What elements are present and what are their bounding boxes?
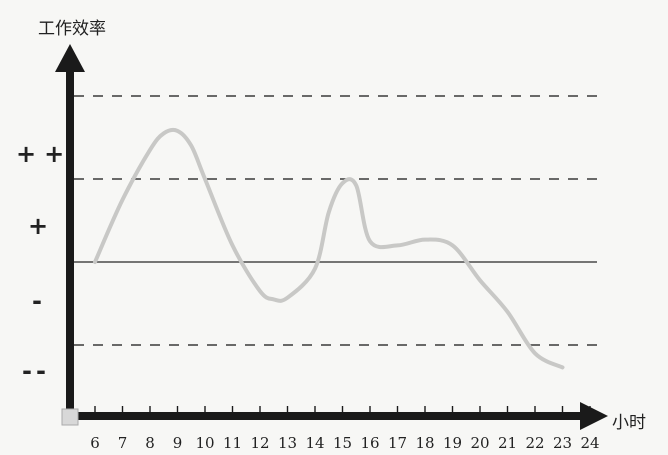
efficiency-curve: [93, 127, 565, 370]
x-tick-label: 17: [388, 434, 407, 452]
x-tick-label: 10: [195, 434, 214, 452]
y-level-label: -: [32, 287, 42, 315]
x-tick-label: 24: [580, 434, 599, 452]
x-tick-label: 14: [305, 434, 324, 452]
x-axis-arrow: [580, 402, 608, 430]
x-tick-label: 16: [360, 434, 379, 452]
x-tick-label: 13: [278, 434, 297, 452]
x-tick-label: 18: [415, 434, 434, 452]
x-tick-label: 15: [333, 434, 352, 452]
dashed-reference-lines: [74, 95, 597, 346]
x-tick-label: 6: [90, 434, 100, 452]
y-level-label: --: [22, 357, 50, 385]
x-ticks: [94, 406, 591, 420]
y-level-label: ++: [16, 140, 73, 168]
axes: [55, 44, 608, 430]
origin-square: [61, 408, 79, 426]
x-tick-labels: 6 7 8 9 10 11 12 13 14 15 16 17 18 19 20 21 22 23 24: [90, 434, 599, 452]
y-level-label: +: [28, 212, 49, 240]
y-axis-arrow: [55, 44, 85, 72]
x-tick-label: 8: [145, 434, 155, 452]
x-tick-label: 20: [470, 434, 489, 452]
x-axis-title: 小时: [612, 413, 646, 433]
x-tick-label: 21: [498, 434, 517, 452]
x-tick-label: 9: [173, 434, 183, 452]
x-tick-label: 7: [118, 434, 128, 452]
x-tick-label: 22: [525, 434, 544, 452]
x-tick-label: 11: [223, 434, 242, 452]
x-tick-label: 12: [250, 434, 269, 452]
x-tick-label: 19: [443, 434, 462, 452]
x-tick-label: 23: [553, 434, 572, 452]
y-axis-title: 工作效率: [38, 19, 106, 39]
